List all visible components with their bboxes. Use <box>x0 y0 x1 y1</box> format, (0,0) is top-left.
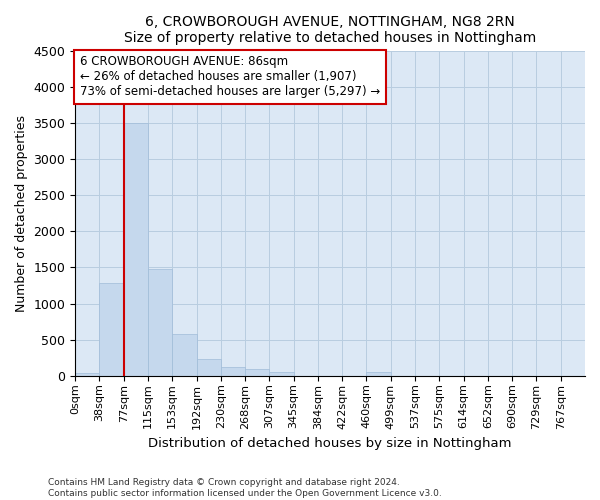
Bar <box>148 269 172 376</box>
X-axis label: Distribution of detached houses by size in Nottingham: Distribution of detached houses by size … <box>148 437 512 450</box>
Text: 6 CROWBOROUGH AVENUE: 86sqm
← 26% of detached houses are smaller (1,907)
73% of : 6 CROWBOROUGH AVENUE: 86sqm ← 26% of det… <box>80 56 380 98</box>
Bar <box>367 372 391 376</box>
Y-axis label: Number of detached properties: Number of detached properties <box>15 114 28 312</box>
Title: 6, CROWBOROUGH AVENUE, NOTTINGHAM, NG8 2RN
Size of property relative to detached: 6, CROWBOROUGH AVENUE, NOTTINGHAM, NG8 2… <box>124 15 536 45</box>
Bar <box>221 366 245 376</box>
Bar <box>197 358 221 376</box>
Bar <box>172 334 197 376</box>
Bar <box>124 123 148 376</box>
Bar <box>269 372 293 376</box>
Bar <box>245 370 269 376</box>
Bar <box>100 284 124 376</box>
Text: Contains HM Land Registry data © Crown copyright and database right 2024.
Contai: Contains HM Land Registry data © Crown c… <box>48 478 442 498</box>
Bar <box>75 374 100 376</box>
